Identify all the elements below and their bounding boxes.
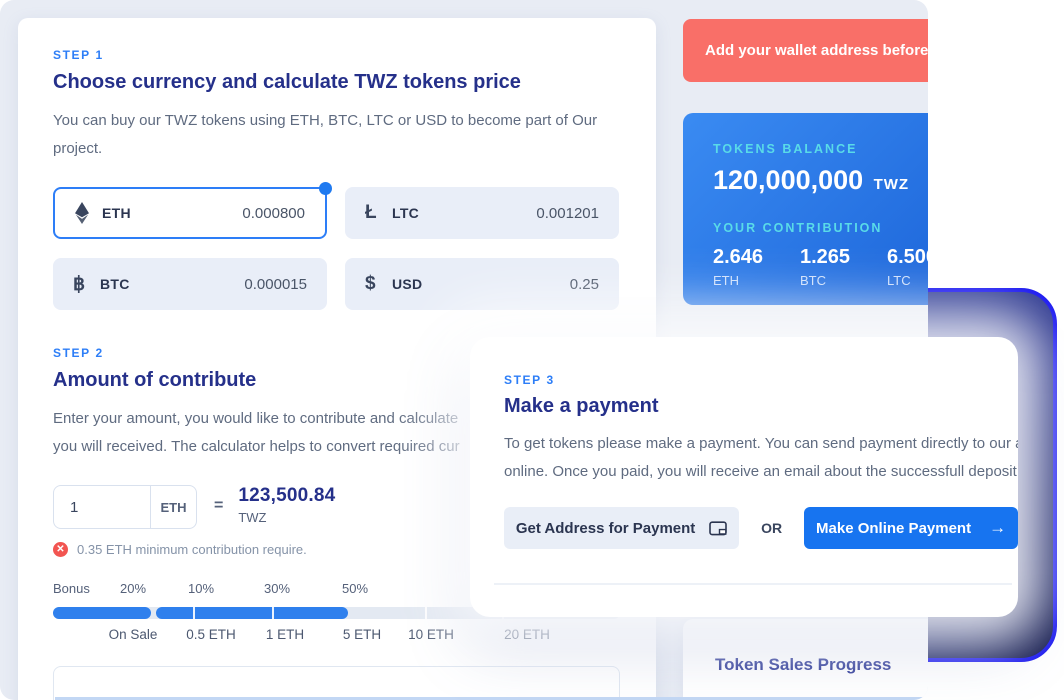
btc-icon: ฿ [73,273,86,295]
step3-description-line1: To get tokens please make a payment. You… [504,435,1018,452]
contribution-value: 6.500 [887,246,928,268]
step3-description-line2: online. Once you paid, you will receive … [504,463,1018,480]
result-unit: TWZ [238,510,267,525]
get-address-button[interactable]: Get Address for Payment [504,507,740,549]
sales-progress-title: Token Sales Progress [715,655,892,674]
currency-rate: 0.000800 [242,204,305,222]
token-sales-progress-card: Token Sales Progress [683,619,928,700]
bonus-threshold-label: 20 ETH [504,627,550,642]
payment-actions-row: Get Address for Payment OR Make Online P… [504,507,1018,549]
bonus-summary-box: + 20% SALE BONUS + 30% AMOUNT BONUS TOTA… [53,666,620,700]
step1-label: STEP 1 [53,48,104,62]
wallet-alert-banner[interactable]: Add your wallet address before buying [683,19,928,82]
or-separator: OR [761,520,783,536]
contribution-ltc: 6.500 LTC [887,246,928,288]
contribution-btc: 1.265 BTC [800,246,887,288]
balance-unit: TWZ [873,176,910,193]
contributions-row: 2.646 ETH 1.265 BTC 6.500 LTC [713,246,928,288]
result-value: 123,500.84 [238,485,336,506]
ltc-icon: Ł [365,202,377,223]
currency-option-usd[interactable]: $ USD 0.25 [345,258,619,310]
bonus-bar-tick [272,607,274,619]
currency-grid: ETH 0.000800 Ł LTC 0.001201 ฿ BTC 0.0000… [53,182,619,310]
error-icon: ✕ [53,542,68,557]
bonus-axis-label: Bonus [53,581,90,596]
amount-input-box: ETH [53,485,197,529]
currency-option-eth[interactable]: ETH 0.000800 [53,182,332,239]
online-payment-label: Make Online Payment [816,519,972,537]
amount-currency-suffix: ETH [150,486,196,528]
wallet-icon [709,520,728,536]
bonus-bar-fill [156,607,348,619]
step3-label: STEP 3 [504,373,555,387]
bonus-percent-label: 50% [341,581,369,596]
selected-dot [319,182,332,195]
bonus-percent-label: 30% [263,581,291,596]
step1-description: You can buy our TWZ tokens using ETH, BT… [53,112,598,157]
step2-description-line1: Enter your amount, you would like to con… [53,410,459,427]
currency-rate: 0.000015 [244,275,307,293]
currency-code: BTC [100,276,130,292]
bonus-threshold-label: 1 ETH [265,627,305,642]
contribution-currency: ETH [713,273,739,288]
bottom-edge-strip [55,697,928,700]
equals-sign: = [214,497,224,514]
contribution-value: 1.265 [800,246,851,268]
min-contribution-error: ✕ 0.35 ETH minimum contribution require. [53,542,621,557]
currency-code: ETH [102,205,131,221]
currency-option-ltc[interactable]: Ł LTC 0.001201 [345,187,619,239]
bonus-bar-fill [53,607,151,619]
alert-message: Add your wallet address before buying [705,42,928,59]
step1-title: Choose currency and calculate TWZ tokens… [53,71,521,93]
error-message: 0.35 ETH minimum contribution require. [77,542,307,557]
step3-divider [494,583,1012,585]
bonus-bar-tick [425,607,427,619]
step3-title: Make a payment [504,395,659,417]
bonus-threshold-label: 10 ETH [408,627,454,642]
bonus-threshold-label: 5 ETH [342,627,382,642]
contribution-value: 2.646 [713,246,764,268]
step2-label: STEP 2 [53,346,104,360]
step2-title: Amount of contribute [53,369,257,391]
bonus-threshold-label: 0.5 ETH [186,627,236,642]
bonus-threshold-label: On Sale [108,627,158,642]
conversion-result: 123,500.84 TWZ [238,485,335,525]
contribution-currency: LTC [887,273,911,288]
bonus-percent-label: 20% [119,581,147,596]
eth-icon [75,202,102,224]
currency-code: USD [392,276,423,292]
usd-icon: $ [365,273,376,294]
currency-rate: 0.25 [569,275,599,293]
arrow-right-icon: → [989,517,1007,537]
payment-card: STEP 3 Make a payment To get tokens plea… [470,337,1018,617]
bonus-bar-tick [193,607,195,619]
tokens-balance-card: TOKENS BALANCE 120,000,000 TWZ YOUR CONT… [683,113,928,305]
currency-code: LTC [392,205,420,221]
contribution-currency: BTC [800,273,826,288]
currency-option-btc[interactable]: ฿ BTC 0.000015 [53,258,327,310]
balance-label: TOKENS BALANCE [713,142,858,156]
step2-description-line2: you will received. The calculator helps … [53,438,460,455]
contribution-label: YOUR CONTRIBUTION [713,221,883,235]
amount-input[interactable] [54,486,150,528]
get-address-label: Get Address for Payment [515,519,696,537]
balance-value: 120,000,000 [713,165,864,195]
make-online-payment-button[interactable]: Make Online Payment → [804,507,1018,549]
contribution-eth: 2.646 ETH [713,246,800,288]
bonus-percent-label: 10% [187,581,215,596]
currency-rate: 0.001201 [536,204,599,222]
amount-row: ETH = 123,500.84 TWZ [53,485,621,529]
